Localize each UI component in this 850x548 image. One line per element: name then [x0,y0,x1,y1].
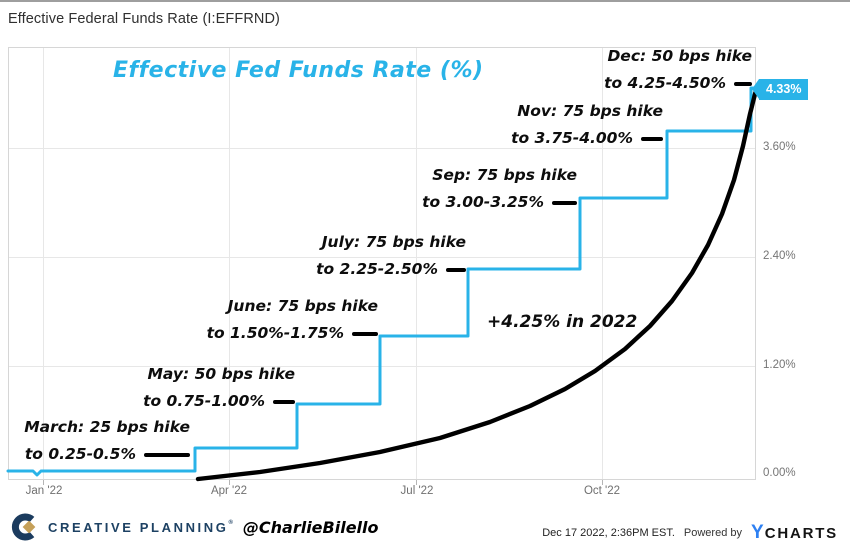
annotation-dash [641,136,663,141]
annotation-may: May: 50 bps hike to 0.75-1.00% [143,361,295,415]
footer-attribution: Dec 17 2022, 2:36PM EST. Powered by Y CH… [542,522,838,544]
annotation-line1: Sep: 75 bps hike [432,166,577,184]
annotation-line2: to 0.25-0.5% [24,445,136,463]
x-axis-tick-label: Jul '22 [400,485,434,497]
annotation-dash [734,81,752,86]
y-axis-tick-label: 1.20% [763,359,796,371]
step-rate-line [6,86,759,477]
ycharts-logo-text: CHARTS [764,524,838,542]
ycharts-logo-y: Y [751,522,764,543]
gridlines [8,47,755,480]
annotation-line2: to 4.25-4.50% [604,74,726,92]
annotation-line2: to 1.50%-1.75% [206,324,344,342]
brand-trademark: ® [228,519,233,526]
annotation-line2: to 3.00-3.25% [422,193,544,211]
y-axis-tick-label: 3.60% [763,141,796,153]
brand-name-text: CREATIVE PLANNING [48,519,229,535]
annotation-line1: Nov: 75 bps hike [517,102,663,120]
page-title: Effective Federal Funds Rate (I:EFFRND) [8,11,280,27]
brand-name: CREATIVE PLANNING® [48,520,233,535]
annotation-dash [446,267,466,272]
total-change-annotation: +4.25% in 2022 [487,312,638,332]
annotation-dec: Dec: 50 bps hike to 4.25-4.50% [604,43,752,97]
last-value-badge: 4.33% [751,79,809,100]
chart-title: Effective Fed Funds Rate (%) [113,58,484,83]
annotation-sep: Sep: 75 bps hike to 3.00-3.25% [422,162,577,216]
x-axis-tick-label: Oct '22 [583,485,621,497]
powered-by-label: Powered by [683,527,742,539]
plot-border [8,47,756,480]
annotation-dash [552,200,577,205]
annotation-line2: to 0.75-1.00% [143,392,265,410]
annotation-june: June: 75 bps hike to 1.50%-1.75% [207,293,378,347]
twitter-handle: @CharlieBilello [242,517,379,537]
annotation-line2: to 3.75-4.00% [511,129,633,147]
annotation-dash [273,399,295,404]
annotation-july: July: 75 bps hike to 2.25-2.50% [316,229,466,283]
x-axis-tick-label: Apr '22 [210,485,248,497]
annotation-line1: June: 75 bps hike [227,297,378,315]
annotation-nov: Nov: 75 bps hike to 3.75-4.00% [511,98,663,152]
ycharts-logo: Y CHARTS [751,522,838,544]
annotation-march: March: 25 bps hike to 0.25-0.5% [24,414,190,468]
axis-ticks [43,480,603,485]
annotation-line2: to 2.25-2.50% [316,260,438,278]
timestamp: Dec 17 2022, 2:36PM EST. [542,527,675,539]
annotation-dash [144,452,190,457]
annotation-line1: July: 75 bps hike [321,233,466,251]
creative-planning-logo-icon [11,513,36,541]
y-axis-tick-label: 0.00% [763,467,796,479]
annotation-line1: May: 50 bps hike [147,365,296,383]
annotation-line1: Dec: 50 bps hike [607,47,752,65]
footer-branding: CREATIVE PLANNING® @CharlieBilello [10,511,379,543]
annotation-dash [352,331,378,336]
annotation-line1: March: 25 bps hike [24,418,190,436]
smoothed-rate-line [195,85,760,482]
y-axis-tick-label: 2.40% [763,250,796,262]
x-axis-tick-label: Jan '22 [25,485,63,497]
